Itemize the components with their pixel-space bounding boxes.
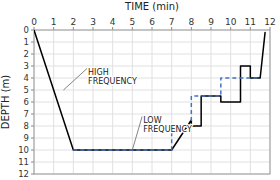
annotation: HIGHFREQUENCY [88,68,137,86]
y-tick-label: 11 [18,157,29,167]
y-tick-label: 6 [24,97,29,107]
x-tick-label: 12 [264,17,275,27]
line-series [34,30,265,150]
x-axis-label: TIME (min) [124,1,179,12]
x-tick-label: 6 [149,17,155,27]
x-tick-label: 1 [51,17,57,27]
plot-frame [34,30,270,174]
y-tick-label: 0 [24,25,29,35]
y-tick-label: 5 [24,85,29,95]
y-grid-line [34,42,270,43]
y-grid-line [34,90,270,91]
annotation-line [132,116,142,150]
y-grid-line [34,162,270,163]
annotation: LOWFREQUENCY [143,116,192,134]
x-tick-label: 9 [208,17,214,27]
y-tick-label: 1 [24,37,29,47]
y-tick-label: 7 [24,109,29,119]
series-group [34,30,265,150]
x-tick-label: 2 [70,17,76,27]
chart: 01234567891011120123456789101112TIME (mi… [0,0,280,180]
x-tick-label: 5 [129,17,135,27]
x-tick-label: 11 [245,17,256,27]
x-tick-label: 8 [188,17,194,27]
x-tick-label: 3 [90,17,96,27]
x-tick-label: 4 [110,17,116,27]
y-tick-label: 9 [24,133,29,143]
grid [34,30,270,174]
line-series [73,78,260,150]
y-tick-label: 4 [24,73,29,83]
annotation-line [64,68,88,90]
y-tick-label: 2 [24,49,29,59]
x-tick-label: 0 [31,17,37,27]
y-tick-label: 10 [18,145,29,155]
y-tick-label: 12 [18,169,29,179]
y-tick-label: 8 [24,121,29,131]
y-axis-label: DEPTH (m) [0,75,11,129]
y-grid-line [34,114,270,115]
y-grid-line [34,66,270,67]
y-tick-label: 3 [24,61,29,71]
x-tick-label: 10 [225,17,237,27]
y-grid-line [34,54,270,55]
x-tick-label: 7 [169,17,175,27]
